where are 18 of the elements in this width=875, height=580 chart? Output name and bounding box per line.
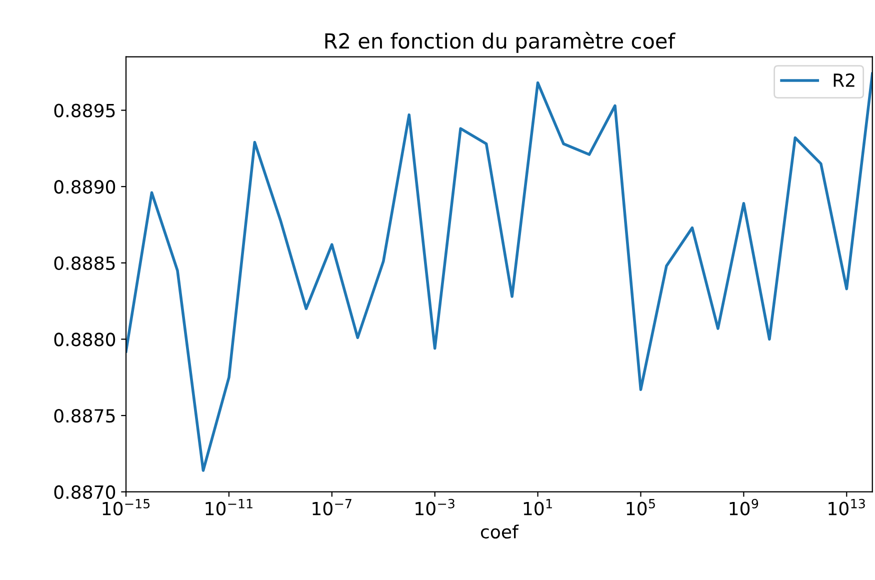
chart-title: R2 en fonction du paramètre coef bbox=[325, 32, 676, 53]
x-tick-label: 10$^{−15}$ bbox=[102, 499, 150, 516]
y-tick-label: 0.8875 bbox=[54, 408, 115, 423]
line-series bbox=[126, 72, 872, 472]
x-tick-label: 10$^{−3}$ bbox=[416, 498, 454, 516]
x-tick-label: 10$^{−7}$ bbox=[312, 499, 352, 516]
y-tick-label: 0.8895 bbox=[54, 104, 115, 118]
x-tick-label: 10$^{13}$ bbox=[828, 498, 865, 516]
y-tick-label: 0.8880 bbox=[54, 332, 116, 346]
legend-label: R2 bbox=[834, 73, 854, 87]
x-axis-title: coef bbox=[480, 524, 519, 539]
x-tick-label: 10$^{9}$ bbox=[730, 498, 758, 516]
y-tick-label: 0.8870 bbox=[54, 485, 116, 499]
x-tick-label: 10$^{−11}$ bbox=[206, 499, 252, 516]
y-tick-label: 0.8890 bbox=[54, 180, 116, 194]
x-tick-label: 10$^{5}$ bbox=[626, 499, 655, 516]
x-tick-label: 10$^{1}$ bbox=[524, 499, 552, 516]
y-tick-label: 0.8885 bbox=[54, 256, 115, 270]
